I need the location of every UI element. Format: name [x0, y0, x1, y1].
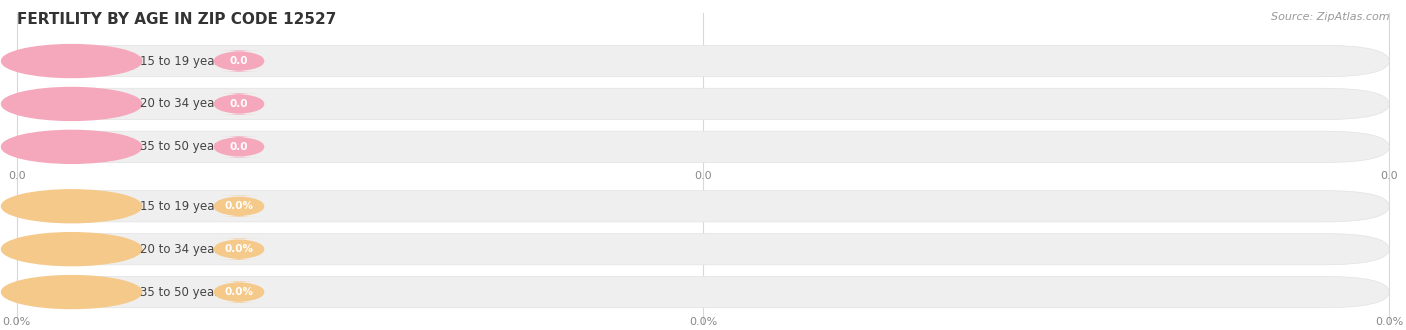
Circle shape: [1, 276, 142, 309]
Text: FERTILITY BY AGE IN ZIP CODE 12527: FERTILITY BY AGE IN ZIP CODE 12527: [17, 12, 336, 26]
Text: 0.0: 0.0: [695, 171, 711, 181]
Text: Source: ZipAtlas.com: Source: ZipAtlas.com: [1271, 12, 1389, 21]
Text: 20 to 34 years: 20 to 34 years: [141, 243, 226, 256]
Circle shape: [1, 87, 142, 120]
Text: 0.0: 0.0: [229, 99, 249, 109]
Text: 0.0%: 0.0%: [225, 287, 253, 297]
FancyBboxPatch shape: [214, 93, 264, 115]
FancyBboxPatch shape: [214, 281, 264, 303]
FancyBboxPatch shape: [214, 136, 264, 157]
Text: 0.0%: 0.0%: [1375, 317, 1403, 327]
Circle shape: [1, 45, 142, 78]
Text: 35 to 50 years: 35 to 50 years: [141, 140, 226, 153]
Circle shape: [1, 130, 142, 163]
Circle shape: [1, 190, 142, 223]
FancyBboxPatch shape: [17, 131, 1389, 162]
FancyBboxPatch shape: [17, 277, 1389, 308]
Text: 0.0: 0.0: [229, 142, 249, 152]
Text: 0.0%: 0.0%: [225, 201, 253, 211]
Text: 20 to 34 years: 20 to 34 years: [141, 97, 226, 111]
Text: 0.0%: 0.0%: [3, 317, 31, 327]
FancyBboxPatch shape: [214, 196, 264, 217]
FancyBboxPatch shape: [17, 88, 1389, 119]
Text: 0.0: 0.0: [229, 56, 249, 66]
Text: 35 to 50 years: 35 to 50 years: [141, 285, 226, 299]
Text: 0.0%: 0.0%: [225, 244, 253, 254]
FancyBboxPatch shape: [214, 239, 264, 260]
Text: 0.0: 0.0: [8, 171, 25, 181]
Text: 0.0%: 0.0%: [689, 317, 717, 327]
Text: 15 to 19 years: 15 to 19 years: [141, 200, 226, 213]
FancyBboxPatch shape: [17, 234, 1389, 265]
FancyBboxPatch shape: [214, 50, 264, 72]
FancyBboxPatch shape: [17, 45, 1389, 77]
FancyBboxPatch shape: [17, 191, 1389, 222]
Text: 15 to 19 years: 15 to 19 years: [141, 54, 226, 68]
Circle shape: [1, 233, 142, 266]
Text: 0.0: 0.0: [1381, 171, 1398, 181]
